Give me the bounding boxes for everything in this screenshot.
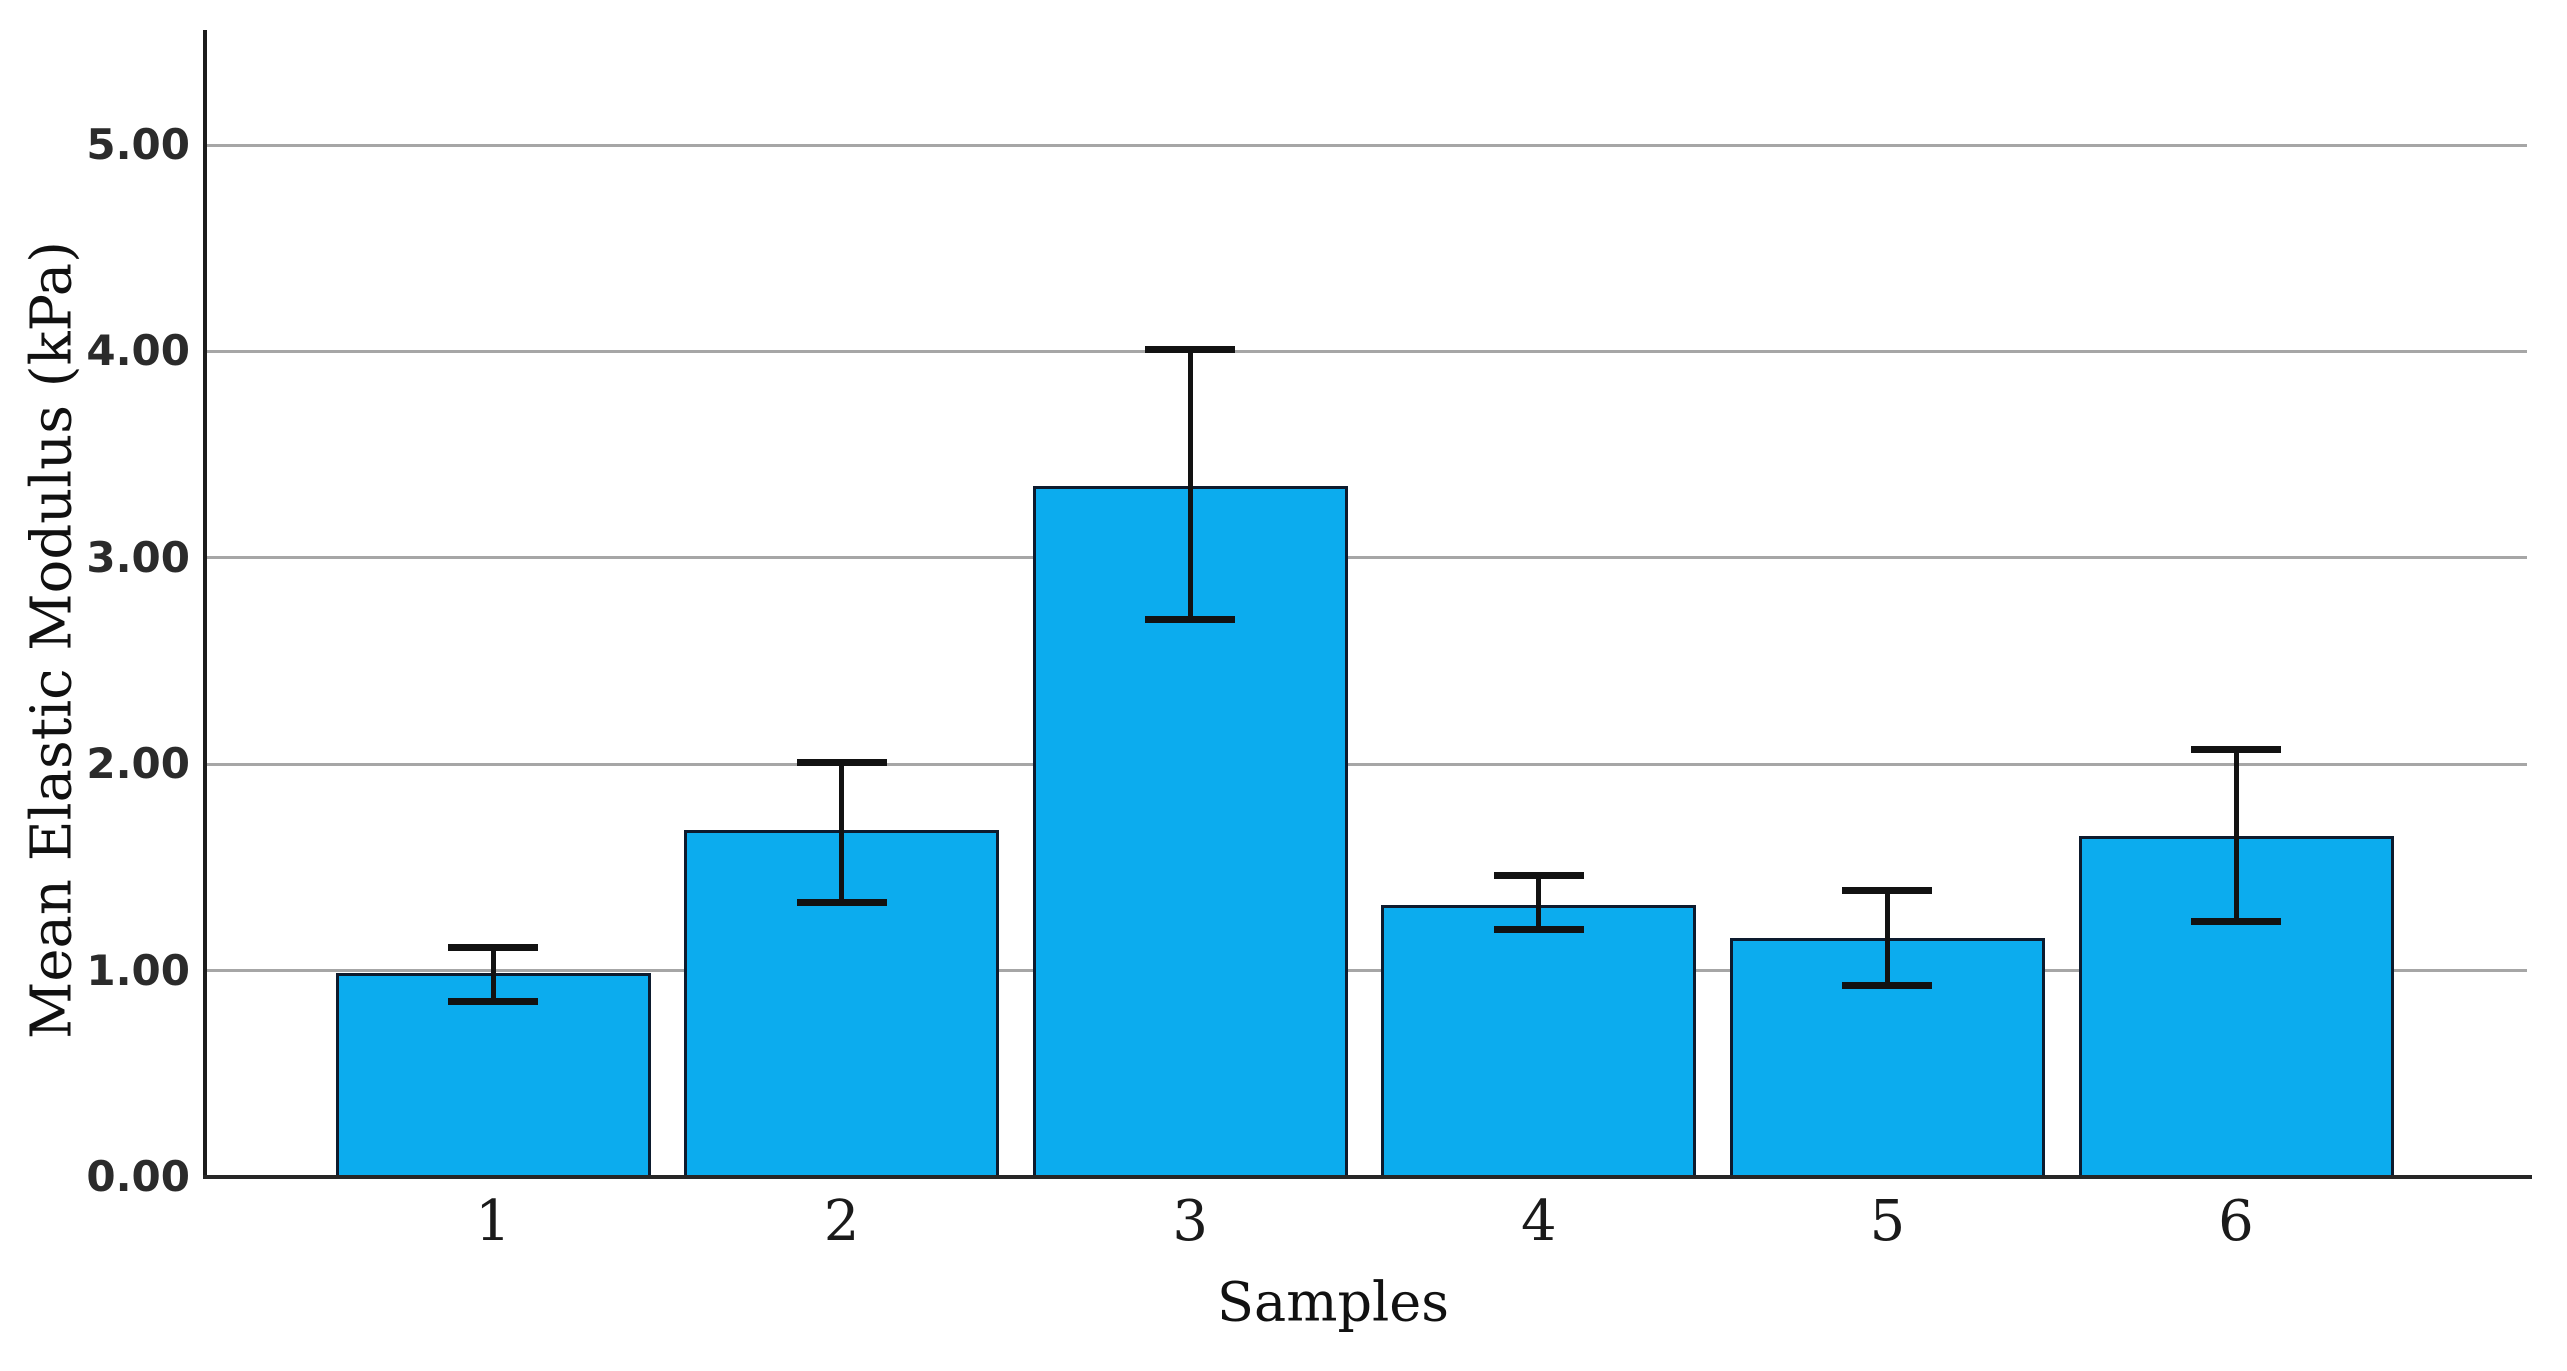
error-bar-cap-lower-6 [2191, 917, 2281, 925]
error-bar-cap-upper-4 [1493, 872, 1584, 880]
y-tick-label-0.00: 0.00 [86, 1152, 190, 1201]
error-bar-line-2 [839, 760, 845, 903]
error-bar-cap-upper-3 [1145, 345, 1236, 353]
error-bar-line-1 [490, 945, 496, 1002]
error-bar-line-4 [1536, 873, 1542, 930]
error-bar-cap-upper-2 [796, 758, 887, 766]
x-axis-line [203, 1175, 2532, 1179]
error-bar-cap-lower-1 [448, 998, 538, 1006]
error-bar-cap-upper-1 [448, 944, 538, 952]
y-tick-label-2.00: 2.00 [86, 739, 190, 789]
error-bar-line-3 [1187, 347, 1193, 620]
bar-sample-1 [335, 972, 651, 1177]
error-bar-line-5 [1884, 888, 1890, 986]
error-bar-cap-lower-4 [1493, 925, 1584, 933]
y-axis-line [203, 30, 207, 1179]
x-tick-label-5: 5 [1869, 1189, 1906, 1254]
gridline-1.00 [203, 969, 2527, 973]
x-tick-label-6: 6 [2218, 1189, 2254, 1254]
x-tick-label-4: 4 [1520, 1189, 1557, 1254]
gridline-2.00 [203, 762, 2527, 766]
x-tick-label-1: 1 [475, 1189, 511, 1254]
y-tick-label-5.00: 5.00 [86, 120, 190, 169]
error-bar-cap-lower-2 [796, 898, 887, 906]
error-bar-cap-upper-5 [1842, 886, 1933, 894]
gridline-4.00 [203, 349, 2527, 353]
error-bar-cap-lower-3 [1145, 616, 1236, 624]
gridline-5.00 [203, 143, 2527, 147]
y-tick-label-1.00: 1.00 [86, 945, 190, 995]
x-axis-title: Samples [1217, 1270, 1449, 1334]
x-tick-label-2: 2 [823, 1189, 860, 1254]
error-bar-line-6 [2233, 747, 2239, 922]
error-bar-cap-upper-6 [2191, 746, 2281, 754]
error-bar-cap-lower-5 [1842, 981, 1933, 989]
bar-sample-4 [1381, 904, 1697, 1177]
y-tick-label-4.00: 4.00 [86, 326, 190, 376]
gridline-3.00 [203, 556, 2527, 560]
x-tick-label-3: 3 [1172, 1189, 1208, 1254]
y-tick-label-3.00: 3.00 [86, 532, 190, 582]
